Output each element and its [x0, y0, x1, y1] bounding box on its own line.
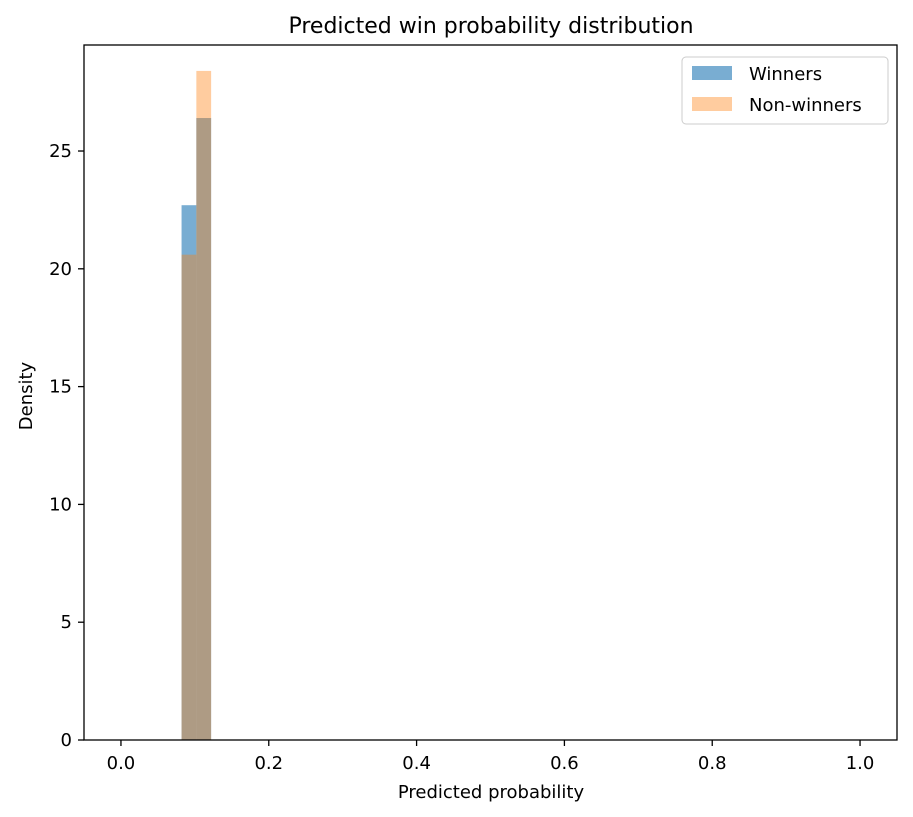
x-tick-label: 0.4 [402, 753, 431, 774]
bar-non-winners-1 [196, 70, 212, 740]
y-tick-label: 5 [61, 612, 72, 633]
legend-label-winners: Winners [749, 64, 822, 85]
x-axis-ticks: 0.0 0.2 0.4 0.6 0.8 1.0 [107, 740, 875, 774]
legend-box [681, 56, 889, 125]
x-tick-label: 0.6 [550, 753, 579, 774]
x-axis-label: Predicted probability [398, 782, 585, 803]
y-axis-label: Density [16, 361, 37, 430]
bar-winners-1 [196, 118, 212, 741]
legend: Winners Non-winners [681, 56, 889, 125]
legend-swatch-winners [692, 66, 732, 80]
y-tick-label: 20 [49, 259, 72, 280]
bar-winners-0 [181, 205, 197, 741]
x-tick-label: 0.8 [698, 753, 727, 774]
bars-layer [181, 70, 212, 741]
y-tick-label: 10 [49, 494, 72, 515]
x-tick-label: 0.0 [107, 753, 136, 774]
y-tick-label: 25 [49, 141, 72, 162]
x-tick-label: 0.2 [254, 753, 283, 774]
y-axis-ticks: 0 5 10 15 20 25 [49, 141, 84, 751]
bar-non-winners-0 [181, 254, 197, 740]
legend-label-non-winners: Non-winners [749, 95, 862, 116]
chart-title: Predicted win probability distribution [288, 14, 693, 39]
y-tick-label: 15 [49, 377, 72, 398]
plot-frame [83, 44, 898, 741]
legend-swatch-non-winners [692, 97, 732, 111]
y-tick-label: 0 [61, 730, 72, 751]
x-tick-label: 1.0 [846, 753, 875, 774]
